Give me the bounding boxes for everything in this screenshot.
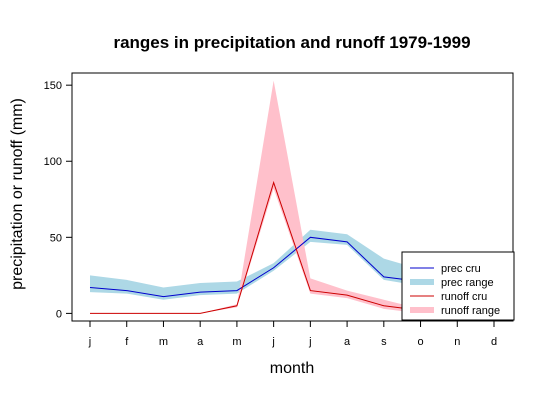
x-tick-label: d	[491, 336, 497, 348]
y-tick-label: 150	[44, 80, 62, 92]
legend-label-runoff-cru: runoff cru	[441, 291, 487, 303]
y-tick-label: 0	[56, 308, 62, 320]
prec-cru-line	[89, 236, 421, 298]
x-tick-label: a	[197, 336, 204, 348]
x-tick-label: f	[125, 336, 129, 348]
x-tick-label: j	[88, 336, 91, 348]
x-tick-label: m	[159, 336, 168, 348]
legend: prec cru prec range runoff cru runoff range	[401, 251, 515, 321]
x-tick-label: j	[308, 336, 311, 348]
x-tick-label: m	[232, 336, 241, 348]
prec-range-band	[90, 229, 421, 300]
x-tick-label: o	[417, 336, 423, 348]
y-tick-label: 100	[44, 156, 62, 168]
x-tick-label: j	[271, 336, 274, 348]
plot-box	[71, 72, 514, 322]
y-axis: 0 50 100 150	[44, 80, 72, 320]
y-tick-label: 50	[50, 232, 62, 244]
x-tick-label: s	[381, 336, 387, 348]
chart-title: ranges in precipitation and runoff 1979-…	[113, 33, 470, 52]
lines-layer	[89, 180, 421, 314]
x-axis-label: month	[270, 360, 314, 377]
runoff-range-band	[90, 80, 421, 314]
y-axis-label: precipitation or runoff (mm)	[9, 98, 26, 290]
legend-label-runoff-range: runoff range	[441, 305, 500, 317]
bands-layer	[90, 80, 421, 314]
x-tick-label: n	[454, 336, 460, 348]
legend-label-prec-cru: prec cru	[441, 263, 481, 275]
runoff-cru-line	[90, 180, 421, 314]
legend-label-prec-range: prec range	[441, 277, 494, 289]
x-tick-label: a	[344, 336, 351, 348]
